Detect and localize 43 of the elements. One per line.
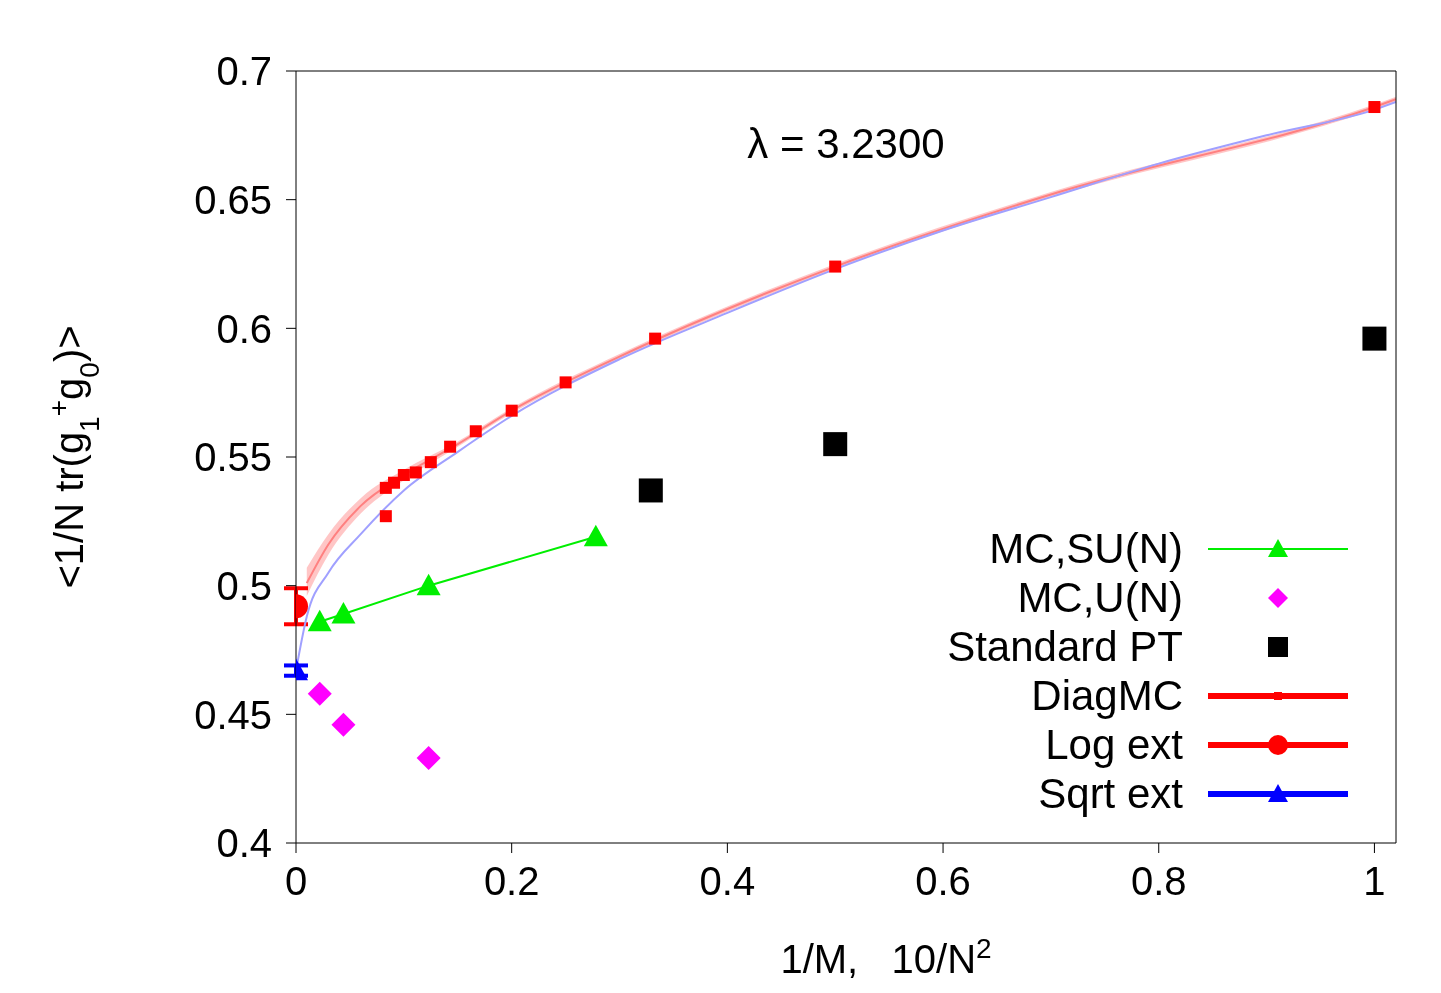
point [307, 681, 332, 706]
y-tick-label: 0.45 [194, 692, 272, 737]
point [444, 440, 457, 453]
x-tick-label: 1 [1363, 859, 1386, 904]
x-tick-label: 0 [284, 859, 308, 904]
point [409, 466, 422, 479]
x-tick-label: 0.8 [1130, 859, 1187, 904]
point [416, 746, 441, 771]
legend-label: Sqrt ext [1038, 769, 1183, 818]
x-axis-title: 1/M, 10/N$^{2}$ [780, 932, 992, 981]
y-tick-label: 0.55 [194, 435, 272, 480]
y-tick-label: 0.6 [216, 306, 272, 351]
legend-label: Standard PT [947, 622, 1183, 671]
y-tick-label: 0.5 [216, 563, 272, 608]
legend-label: Log ext [1045, 720, 1183, 769]
point [829, 260, 842, 273]
y-tick-label: 0.4 [216, 821, 272, 866]
point [469, 425, 482, 438]
point [583, 524, 608, 547]
point [505, 404, 518, 417]
x-tick-label: 0.4 [699, 859, 756, 904]
point [397, 469, 410, 482]
point [1362, 326, 1387, 351]
point [1368, 101, 1381, 114]
point [379, 510, 392, 523]
legend-label: DiagMC [1031, 671, 1183, 720]
x-tick-label: 0.2 [483, 859, 540, 904]
point [307, 609, 332, 632]
point [559, 376, 572, 389]
point [331, 601, 356, 624]
point [649, 332, 662, 345]
point [379, 481, 392, 494]
point [331, 712, 356, 737]
legend-label: MC,U(N) [1017, 573, 1183, 622]
x-tick-label: 0.6 [915, 859, 971, 904]
annotation: λ = 3.2300 [746, 120, 946, 168]
point [638, 478, 663, 503]
legend-label: MC,SU(N) [989, 524, 1183, 573]
point [416, 573, 441, 596]
point [424, 456, 437, 469]
y-tick-label: 0.65 [194, 177, 272, 222]
point [823, 432, 848, 457]
y-tick-label: 0.7 [216, 49, 272, 94]
